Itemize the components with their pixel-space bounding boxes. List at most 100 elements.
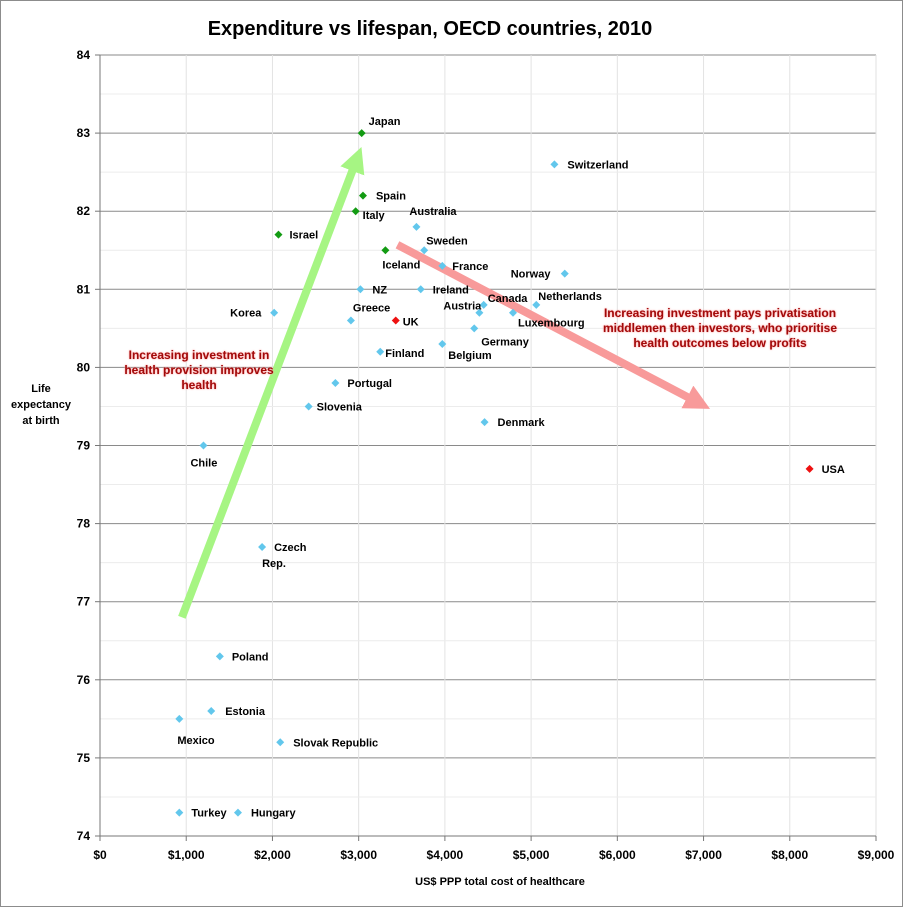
point-label-belgium: Belgium [448,350,492,362]
point-label-slovenia: Slovenia [317,401,363,413]
arrow-down-red [395,241,711,409]
y-tick-label: 84 [77,48,91,62]
x-tick-label: $8,000 [771,848,808,862]
point-label-mexico: Mexico [177,735,215,747]
data-point-sweden [420,246,429,255]
point-label-hungary: Hungary [251,808,297,820]
point-label-uk: UK [403,317,419,329]
data-point-luxembourg [509,308,518,317]
point-label-germany: Germany [481,336,530,348]
point-label-luxembourg: Luxembourg [518,318,585,330]
y-tick-label: 81 [77,282,91,296]
tick-labels: 74 75 76 77 78 79 80 81 82 83 84 $0 $1,000 $2,000 $3,0… [77,48,895,862]
data-point-korea [270,308,279,317]
data-point-hungary [233,808,242,817]
annotation-privatisation: Increasing investment pays privatisation… [602,306,838,350]
x-tick-label: $5,000 [513,848,550,862]
y-tick-label: 78 [77,517,91,531]
data-point-slovak-republic [276,738,285,747]
y-tick-label: 79 [77,439,91,453]
axes [95,54,877,841]
data-point-netherlands [532,300,541,309]
point-label-italy: Italy [363,210,386,222]
point-label-netherlands: Netherlands [538,291,602,303]
point-label-ireland: Ireland [433,284,469,296]
data-point-japan [357,129,366,138]
data-point-slovenia [304,402,313,411]
y-tick-label: 77 [77,595,91,609]
x-tick-label: $0 [93,848,107,862]
y-tick-label: 82 [77,204,91,218]
data-point-greece [346,316,355,325]
data-point-turkey [175,808,184,817]
data-point-usa [805,464,814,473]
annotation-arrows [178,146,711,619]
data-point-switzerland [550,160,559,169]
y-tick-label: 83 [77,126,91,140]
data-point-germany [470,324,479,333]
point-label-spain: Spain [376,191,406,203]
data-point-italy [351,207,360,216]
x-tick-label: $7,000 [685,848,722,862]
point-label-greece: Greece [353,303,390,315]
chart-title: Expenditure vs lifespan, OECD countries,… [207,18,653,40]
point-label-czech-rep: Czech Rep. [262,542,307,570]
point-label-turkey: Turkey [191,808,227,820]
x-tick-label: $9,000 [858,848,895,862]
point-label-austria: Austria [443,301,482,313]
point-label-australia: Australia [409,206,457,218]
arrow-up-green [178,146,365,619]
point-label-slovak-republic: Slovak Republic [293,737,378,749]
data-point-belgium [438,339,447,348]
point-labels: Japan Switzerland Spain Italy Australia Israe… [177,116,845,819]
x-tick-label: $1,000 [168,848,205,862]
point-label-france: France [452,261,488,273]
y-axis-label: Life expectancy at birth [4,381,78,429]
point-label-estonia: Estonia [225,706,266,718]
point-label-nz: NZ [372,284,387,296]
data-point-israel [274,230,283,239]
point-label-portugal: Portugal [347,378,392,390]
point-label-poland: Poland [232,651,269,663]
data-point-nz [356,285,365,294]
point-label-sweden: Sweden [426,235,468,247]
point-label-norway: Norway [511,269,552,281]
x-tick-label: $3,000 [340,848,377,862]
data-point-uk [391,316,400,325]
y-tick-label: 76 [77,673,91,687]
point-label-canada: Canada [488,293,529,305]
y-tick-label: 74 [77,829,91,843]
data-points [175,129,814,817]
data-point-canada [479,300,488,309]
x-tick-label: $6,000 [599,848,636,862]
point-label-japan: Japan [369,116,401,128]
point-label-korea: Korea [230,308,262,320]
data-point-mexico [175,714,184,723]
data-point-spain [358,191,367,200]
point-label-iceland: Iceland [382,259,420,271]
data-point-ireland [416,285,425,294]
annotation-health-provision: Increasing investment in health provisio… [124,348,274,392]
data-point-czech-rep [258,543,267,552]
data-point-denmark [480,418,489,427]
y-tick-label: 80 [77,360,91,374]
data-point-portugal [331,379,340,388]
data-point-iceland [381,246,390,255]
data-point-finland [376,347,385,356]
data-point-australia [412,222,421,231]
y-axis-label-line: expectancy [11,399,71,411]
data-point-poland [215,652,224,661]
y-axis-label-line: Life [31,383,51,395]
point-label-denmark: Denmark [498,417,546,429]
point-label-switzerland: Switzerland [567,159,628,171]
data-point-chile [199,441,208,450]
x-tick-label: $2,000 [254,848,291,862]
data-point-norway [560,269,569,278]
y-tick-label: 75 [77,751,91,765]
y-axis-label-line: at birth [22,415,60,427]
point-label-chile: Chile [190,458,217,470]
x-tick-label: $4,000 [427,848,464,862]
data-point-france [438,261,447,270]
gridlines [100,54,877,836]
